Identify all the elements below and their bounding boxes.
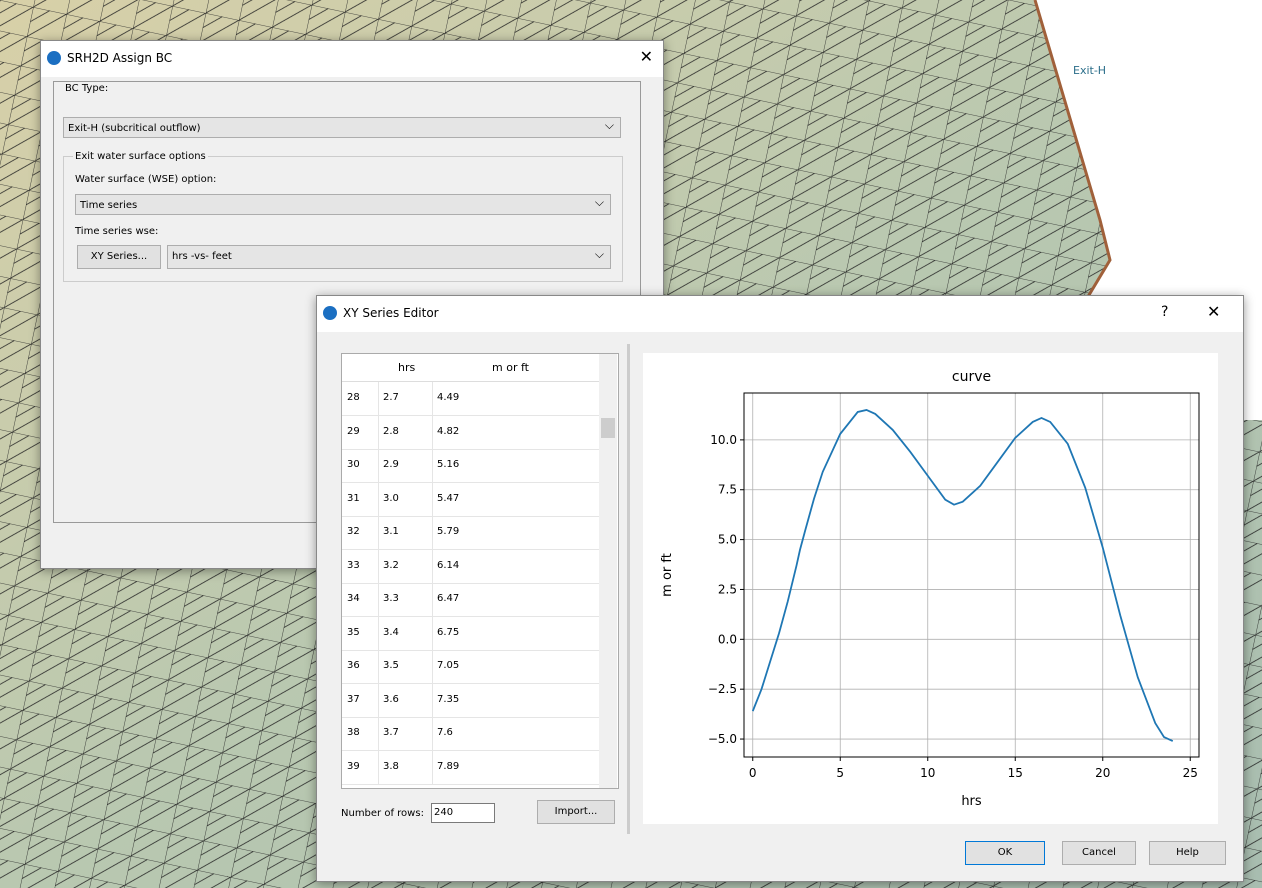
cell: 3.4 xyxy=(383,627,399,638)
row-number: 30 xyxy=(347,459,360,470)
app-icon xyxy=(323,306,337,320)
close-button[interactable]: ✕ xyxy=(640,47,653,66)
y-tick-label: 7.5 xyxy=(718,483,737,497)
cell: 7.05 xyxy=(437,660,459,671)
row-number: 28 xyxy=(347,392,360,403)
y-tick-label: −5.0 xyxy=(708,732,737,746)
row-number: 39 xyxy=(347,761,360,772)
table-row[interactable] xyxy=(342,382,599,416)
wse-label: Water surface (WSE) option: xyxy=(75,174,216,185)
page: Exit-H SRH2D Assign BC ✕ BC Type: Exit-H … xyxy=(0,0,1262,888)
column-header: hrs xyxy=(398,361,415,374)
table-row[interactable] xyxy=(342,717,599,751)
y-tick-label: −2.5 xyxy=(708,682,737,696)
cell: 3.0 xyxy=(383,493,399,504)
rows-spinbox[interactable]: 240 xyxy=(431,803,495,823)
table-row[interactable] xyxy=(342,449,599,483)
scrollbar[interactable] xyxy=(599,354,617,788)
table-row[interactable] xyxy=(342,516,599,550)
table-row[interactable] xyxy=(342,751,599,785)
group-title: Exit water surface options xyxy=(73,151,208,162)
dialog-title: SRH2D Assign BC xyxy=(67,51,172,65)
x-tick-label: 10 xyxy=(920,766,935,780)
x-tick-label: 5 xyxy=(836,766,844,780)
help-button[interactable]: Help xyxy=(1149,841,1226,865)
cell: 3.8 xyxy=(383,761,399,772)
row-number: 29 xyxy=(347,426,360,437)
cell: 4.82 xyxy=(437,426,459,437)
cell: 3.5 xyxy=(383,660,399,671)
ok-button[interactable]: OK xyxy=(965,841,1045,865)
cell: 7.89 xyxy=(437,761,459,772)
row-number: 38 xyxy=(347,727,360,738)
cell: 5.16 xyxy=(437,459,459,470)
close-button[interactable]: ✕ xyxy=(1207,302,1220,321)
table-row[interactable] xyxy=(342,416,599,450)
cell: 5.79 xyxy=(437,526,459,537)
xy-editor-dialog: XY Series Editor? ✕ hrs m or ft 28 2.7 4.49… xyxy=(316,295,1244,882)
wse-combo[interactable]: Time series xyxy=(75,194,611,215)
plot: curve hrs m or ft 0 5 10 15 20 25 −5.0 −2.5 0.0 2.5 5… xyxy=(643,353,1218,824)
table-header xyxy=(342,354,599,382)
cell: 3.7 xyxy=(383,727,399,738)
table-row[interactable] xyxy=(342,550,599,584)
y-axis-label: m or ft xyxy=(660,553,675,597)
y-tick-label: 2.5 xyxy=(718,582,737,596)
chart-title: curve xyxy=(952,369,991,385)
cell: 4.49 xyxy=(437,392,459,403)
cell: 6.47 xyxy=(437,593,459,604)
cell: 5.47 xyxy=(437,493,459,504)
table-row[interactable] xyxy=(342,483,599,517)
y-tick-label: 10.0 xyxy=(710,433,737,447)
cell: 3.3 xyxy=(383,593,399,604)
row-number: 33 xyxy=(347,560,360,571)
cell: 6.14 xyxy=(437,560,459,571)
row-number: 31 xyxy=(347,493,360,504)
bc-type-combo[interactable]: Exit-H (subcritical outflow) xyxy=(63,117,621,138)
title-bar: XY Series Editor? ✕ xyxy=(317,296,1243,332)
x-axis-label: hrs xyxy=(961,794,982,809)
x-tick-label: 20 xyxy=(1095,766,1110,780)
table-row[interactable] xyxy=(342,650,599,684)
cancel-button[interactable]: Cancel xyxy=(1062,841,1136,865)
column-header: m or ft xyxy=(492,361,529,374)
cell: 2.7 xyxy=(383,392,399,403)
table: hrs m or ft 28 2.7 4.49 29 2.8 4.82 30 2.9 5.16 3… xyxy=(341,353,619,789)
row-number: 36 xyxy=(347,660,360,671)
cell: 6.75 xyxy=(437,627,459,638)
x-tick-label: 0 xyxy=(749,766,757,780)
dialog-title: XY Series Editor xyxy=(343,306,439,320)
series-combo[interactable]: hrs -vs- feet xyxy=(167,245,611,269)
xy-series-button[interactable]: XY Series... xyxy=(77,245,161,269)
cell: 2.9 xyxy=(383,459,399,470)
row-number: 34 xyxy=(347,593,360,604)
table-row[interactable] xyxy=(342,617,599,651)
x-tick-label: 15 xyxy=(1008,766,1023,780)
row-number: 37 xyxy=(347,694,360,705)
cell: 7.35 xyxy=(437,694,459,705)
import-button[interactable]: Import... xyxy=(537,800,615,824)
row-number: 32 xyxy=(347,526,360,537)
arc-label: Exit-H xyxy=(1073,64,1106,77)
cell: 3.6 xyxy=(383,694,399,705)
cell: 7.6 xyxy=(437,727,453,738)
help-icon[interactable]: ? xyxy=(1161,304,1168,320)
x-tick-label: 25 xyxy=(1183,766,1198,780)
table-row[interactable] xyxy=(342,684,599,718)
bc-type-label: BC Type: xyxy=(65,83,108,94)
cell: 2.8 xyxy=(383,426,399,437)
time-series-label: Time series wse: xyxy=(75,226,158,237)
rows-label: Number of rows: xyxy=(341,808,424,819)
row-number: 35 xyxy=(347,627,360,638)
y-tick-label: 5.0 xyxy=(718,533,737,547)
cell: 3.1 xyxy=(383,526,399,537)
cell: 3.2 xyxy=(383,560,399,571)
table-row[interactable] xyxy=(342,583,599,617)
y-tick-label: 0.0 xyxy=(718,632,737,646)
title-bar: SRH2D Assign BC ✕ xyxy=(41,41,663,77)
app-icon xyxy=(47,51,61,65)
